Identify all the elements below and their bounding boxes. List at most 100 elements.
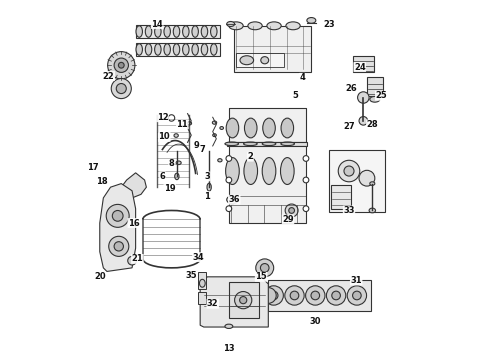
Bar — [136, 25, 220, 39]
Bar — [229, 282, 259, 318]
Circle shape — [290, 291, 299, 300]
Text: 9: 9 — [194, 141, 199, 150]
Ellipse shape — [267, 22, 281, 30]
Text: 12: 12 — [157, 113, 169, 122]
Circle shape — [111, 78, 131, 99]
Ellipse shape — [173, 44, 180, 55]
Circle shape — [240, 297, 247, 304]
Bar — [367, 77, 383, 96]
Circle shape — [109, 236, 129, 256]
Text: 28: 28 — [367, 120, 378, 129]
Text: 11: 11 — [176, 120, 188, 129]
Ellipse shape — [280, 158, 294, 184]
Ellipse shape — [146, 44, 152, 55]
Ellipse shape — [207, 183, 211, 191]
Ellipse shape — [229, 22, 243, 30]
Ellipse shape — [227, 196, 238, 204]
Text: 36: 36 — [228, 195, 240, 204]
Ellipse shape — [240, 56, 254, 65]
Ellipse shape — [201, 44, 208, 55]
Ellipse shape — [225, 158, 239, 184]
Ellipse shape — [211, 44, 217, 55]
Circle shape — [256, 259, 274, 277]
Text: 1: 1 — [204, 192, 210, 201]
Text: 32: 32 — [207, 299, 219, 308]
Ellipse shape — [262, 158, 276, 184]
Ellipse shape — [213, 134, 216, 136]
Ellipse shape — [248, 22, 262, 30]
Circle shape — [326, 286, 346, 305]
Bar — [329, 149, 385, 212]
Ellipse shape — [173, 26, 180, 37]
Bar — [136, 42, 220, 56]
Ellipse shape — [212, 121, 217, 124]
Ellipse shape — [183, 44, 189, 55]
Polygon shape — [200, 277, 269, 327]
Text: 26: 26 — [345, 84, 357, 93]
Circle shape — [285, 286, 304, 305]
Circle shape — [344, 166, 354, 176]
Ellipse shape — [176, 161, 181, 165]
Text: 8: 8 — [169, 159, 174, 168]
Ellipse shape — [164, 44, 171, 55]
Circle shape — [114, 58, 128, 72]
Bar — [353, 56, 374, 72]
Text: 14: 14 — [151, 19, 163, 28]
Bar — [234, 26, 311, 72]
Circle shape — [226, 177, 232, 183]
Ellipse shape — [225, 142, 239, 145]
Ellipse shape — [226, 118, 239, 138]
Ellipse shape — [164, 26, 171, 37]
Ellipse shape — [370, 96, 380, 102]
Ellipse shape — [136, 26, 143, 37]
Text: 35: 35 — [185, 270, 197, 279]
Ellipse shape — [175, 173, 179, 180]
Circle shape — [260, 264, 269, 272]
Ellipse shape — [220, 127, 223, 130]
Ellipse shape — [136, 44, 143, 55]
Ellipse shape — [187, 122, 192, 125]
Ellipse shape — [199, 279, 205, 287]
Text: 24: 24 — [354, 63, 366, 72]
Circle shape — [128, 256, 136, 265]
Ellipse shape — [227, 22, 235, 27]
Text: 23: 23 — [323, 19, 335, 28]
Text: 13: 13 — [223, 344, 235, 353]
Text: 10: 10 — [158, 132, 170, 141]
Text: 15: 15 — [255, 272, 267, 281]
Text: 25: 25 — [375, 91, 387, 100]
Circle shape — [289, 208, 294, 213]
Ellipse shape — [174, 134, 178, 137]
Circle shape — [358, 92, 369, 103]
Ellipse shape — [262, 142, 276, 145]
Ellipse shape — [146, 26, 152, 37]
Text: 33: 33 — [343, 206, 355, 215]
Text: 4: 4 — [299, 73, 305, 82]
Bar — [236, 53, 285, 67]
Circle shape — [264, 286, 283, 305]
Ellipse shape — [218, 159, 222, 162]
Text: 34: 34 — [193, 253, 204, 262]
Text: 17: 17 — [87, 163, 98, 172]
Circle shape — [108, 51, 135, 79]
Circle shape — [168, 115, 175, 121]
Text: 16: 16 — [128, 219, 140, 228]
Polygon shape — [122, 173, 147, 198]
Circle shape — [235, 292, 252, 309]
Ellipse shape — [245, 118, 257, 138]
Circle shape — [114, 242, 123, 251]
Bar — [269, 280, 370, 311]
Circle shape — [116, 84, 126, 94]
Circle shape — [306, 286, 325, 305]
Text: 2: 2 — [247, 152, 253, 161]
Bar — [198, 292, 206, 304]
Text: 29: 29 — [282, 215, 294, 224]
Text: 31: 31 — [350, 276, 362, 285]
Text: 20: 20 — [94, 272, 105, 281]
Text: 22: 22 — [103, 72, 115, 81]
Ellipse shape — [201, 26, 208, 37]
Circle shape — [106, 204, 129, 227]
Circle shape — [226, 206, 232, 212]
Circle shape — [353, 291, 361, 300]
Ellipse shape — [307, 18, 316, 23]
